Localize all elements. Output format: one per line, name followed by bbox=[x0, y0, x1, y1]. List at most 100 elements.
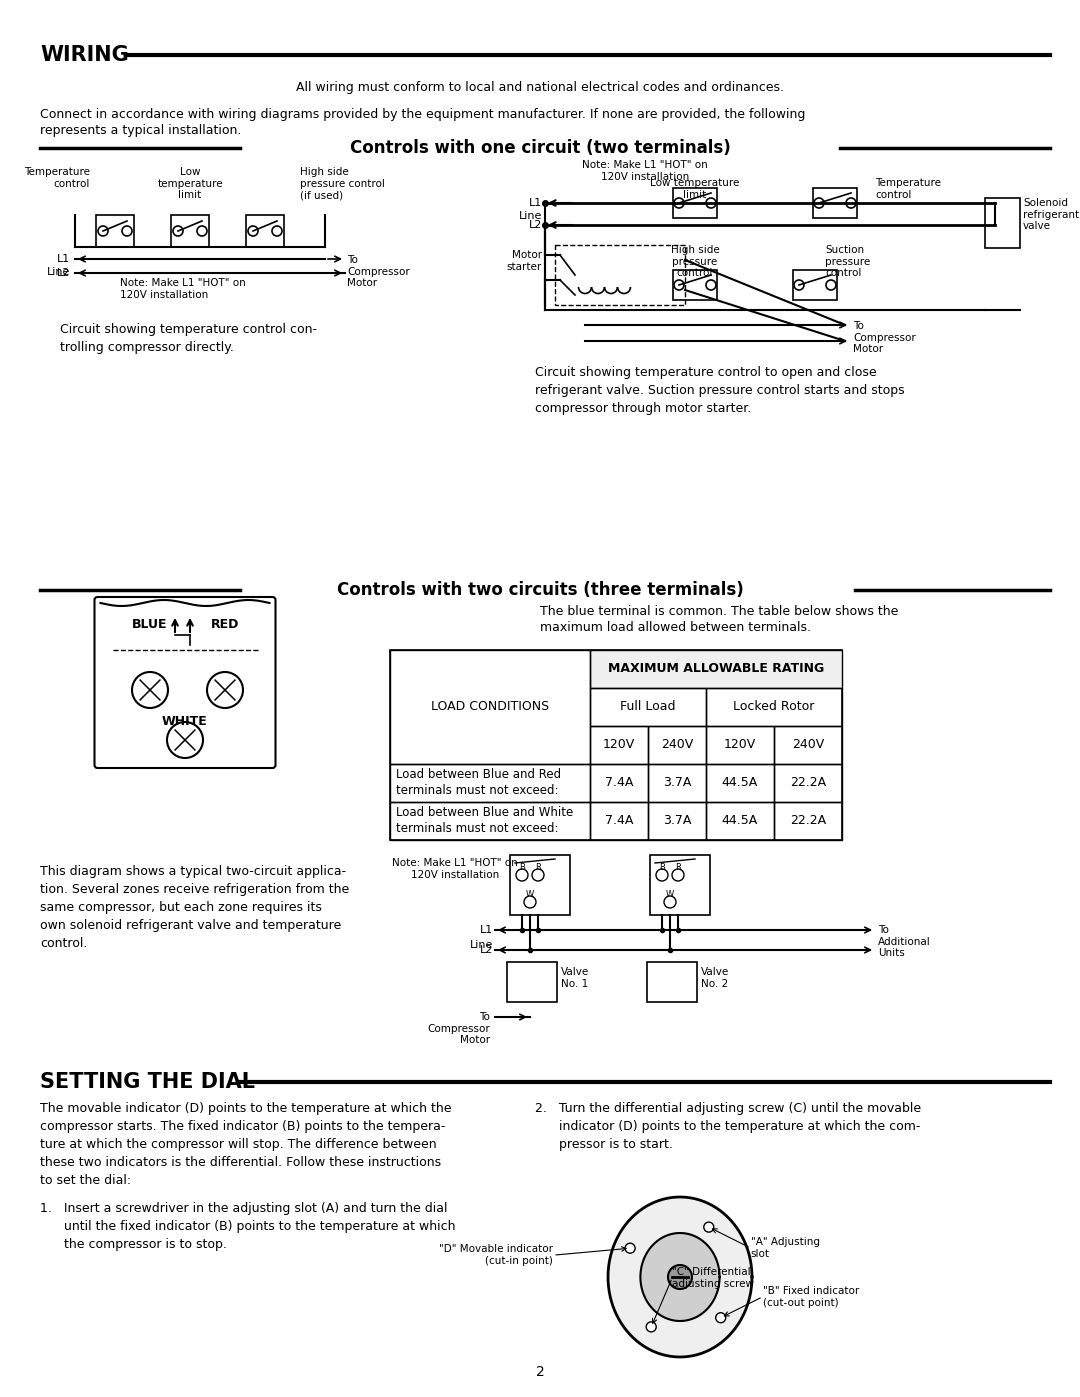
Bar bbox=[507, 963, 557, 1002]
Text: WHITE: WHITE bbox=[162, 715, 207, 728]
Text: 3.7A: 3.7A bbox=[663, 814, 691, 827]
Polygon shape bbox=[640, 1234, 719, 1322]
Text: L2: L2 bbox=[56, 268, 70, 278]
Text: L1: L1 bbox=[480, 925, 492, 935]
Text: 120V: 120V bbox=[603, 739, 635, 752]
Text: B: B bbox=[519, 863, 525, 872]
Text: 240V: 240V bbox=[661, 739, 693, 752]
Text: L1: L1 bbox=[57, 254, 70, 264]
Text: Line: Line bbox=[46, 267, 70, 277]
Text: Line: Line bbox=[470, 940, 492, 950]
Text: The movable indicator (D) points to the temperature at which the
compressor star: The movable indicator (D) points to the … bbox=[40, 1102, 451, 1187]
Text: Load between Blue and White
terminals must not exceed:: Load between Blue and White terminals mu… bbox=[396, 806, 573, 835]
Bar bbox=[590, 650, 842, 687]
Text: Note: Make L1 "HOT" on
120V installation: Note: Make L1 "HOT" on 120V installation bbox=[392, 858, 518, 880]
Text: High side
pressure control
(if used): High side pressure control (if used) bbox=[300, 168, 384, 200]
Text: Controls with two circuits (three terminals): Controls with two circuits (three termin… bbox=[337, 581, 743, 599]
Text: 22.2A: 22.2A bbox=[789, 777, 826, 789]
Text: Note: Make L1 "HOT" on
120V installation: Note: Make L1 "HOT" on 120V installation bbox=[120, 278, 246, 299]
Text: To
Additional
Units: To Additional Units bbox=[878, 925, 931, 958]
Bar bbox=[648, 802, 706, 840]
Text: Temperature
control: Temperature control bbox=[875, 177, 941, 200]
Text: 3.7A: 3.7A bbox=[663, 777, 691, 789]
Text: 240V: 240V bbox=[792, 739, 824, 752]
Text: R: R bbox=[675, 863, 680, 872]
Bar bbox=[648, 726, 706, 764]
Text: To
Compressor
Motor: To Compressor Motor bbox=[428, 1011, 490, 1045]
Bar bbox=[985, 198, 1020, 249]
Text: Valve
No. 1: Valve No. 1 bbox=[561, 967, 590, 989]
Text: "C" Differential
adjusting screw: "C" Differential adjusting screw bbox=[672, 1267, 754, 1288]
Bar bbox=[673, 270, 717, 300]
Text: 44.5A: 44.5A bbox=[721, 777, 758, 789]
Text: Temperature
control: Temperature control bbox=[24, 168, 90, 189]
Bar bbox=[390, 650, 842, 840]
Bar bbox=[510, 855, 570, 915]
Bar bbox=[246, 215, 284, 247]
Bar bbox=[647, 963, 697, 1002]
Text: Connect in accordance with wiring diagrams provided by the equipment manufacture: Connect in accordance with wiring diagra… bbox=[40, 108, 806, 122]
Text: "B" Fixed indicator
(cut-out point): "B" Fixed indicator (cut-out point) bbox=[762, 1285, 859, 1308]
Text: L2: L2 bbox=[480, 944, 492, 956]
Text: W: W bbox=[666, 890, 674, 900]
Polygon shape bbox=[608, 1197, 752, 1356]
Bar bbox=[706, 802, 774, 840]
Text: Suction
pressure
control: Suction pressure control bbox=[825, 244, 870, 278]
Text: Note: Make L1 "HOT" on
120V installation: Note: Make L1 "HOT" on 120V installation bbox=[582, 161, 707, 182]
Text: SETTING THE DIAL: SETTING THE DIAL bbox=[40, 1071, 255, 1092]
Text: Circuit showing temperature control to open and close
refrigerant valve. Suction: Circuit showing temperature control to o… bbox=[535, 366, 905, 415]
Bar bbox=[774, 764, 842, 802]
Bar bbox=[390, 802, 590, 840]
Bar bbox=[390, 650, 590, 764]
Text: 7.4A: 7.4A bbox=[605, 814, 633, 827]
Bar bbox=[648, 764, 706, 802]
Bar bbox=[96, 215, 134, 247]
Text: Line: Line bbox=[518, 211, 542, 221]
Text: BLUE: BLUE bbox=[132, 619, 167, 631]
Bar bbox=[390, 764, 590, 802]
Text: 120V: 120V bbox=[724, 739, 756, 752]
Text: Low temperature
limit: Low temperature limit bbox=[650, 177, 740, 200]
Bar bbox=[813, 189, 858, 218]
Text: RED: RED bbox=[211, 619, 239, 631]
Text: All wiring must conform to local and national electrical codes and ordinances.: All wiring must conform to local and nat… bbox=[296, 81, 784, 95]
Bar bbox=[774, 726, 842, 764]
Text: The blue terminal is common. The table below shows the: The blue terminal is common. The table b… bbox=[540, 605, 899, 617]
Text: maximum load allowed between terminals.: maximum load allowed between terminals. bbox=[540, 622, 811, 634]
Text: To
Compressor
Motor: To Compressor Motor bbox=[347, 256, 409, 288]
Circle shape bbox=[704, 1222, 714, 1232]
Circle shape bbox=[716, 1313, 726, 1323]
Text: R: R bbox=[535, 863, 541, 872]
Bar bbox=[171, 215, 210, 247]
Circle shape bbox=[646, 1322, 657, 1331]
Bar bbox=[590, 764, 648, 802]
Text: represents a typical installation.: represents a typical installation. bbox=[40, 124, 241, 137]
Text: B: B bbox=[659, 863, 665, 872]
Bar bbox=[706, 687, 842, 726]
Text: 2: 2 bbox=[536, 1365, 544, 1379]
Text: Locked Rotor: Locked Rotor bbox=[733, 700, 814, 714]
Text: L1: L1 bbox=[529, 198, 542, 208]
Bar bbox=[793, 270, 837, 300]
Text: 2.   Turn the differential adjusting screw (C) until the movable
      indicator: 2. Turn the differential adjusting screw… bbox=[535, 1102, 921, 1151]
Text: This diagram shows a typical two-circuit applica-
tion. Several zones receive re: This diagram shows a typical two-circuit… bbox=[40, 865, 349, 950]
Text: 22.2A: 22.2A bbox=[789, 814, 826, 827]
Text: "D" Movable indicator
(cut-in point): "D" Movable indicator (cut-in point) bbox=[440, 1245, 553, 1266]
Text: Low
temperature
limit: Low temperature limit bbox=[158, 168, 222, 200]
Text: Solenoid
refrigerant
valve: Solenoid refrigerant valve bbox=[1023, 198, 1079, 231]
Text: Full Load: Full Load bbox=[620, 700, 676, 714]
Text: Load between Blue and Red
terminals must not exceed:: Load between Blue and Red terminals must… bbox=[396, 768, 562, 798]
Text: High side
pressure
control: High side pressure control bbox=[671, 244, 719, 278]
Text: 7.4A: 7.4A bbox=[605, 777, 633, 789]
Text: 44.5A: 44.5A bbox=[721, 814, 758, 827]
Bar bbox=[650, 855, 710, 915]
Text: To
Compressor
Motor: To Compressor Motor bbox=[853, 321, 916, 355]
Bar bbox=[590, 687, 706, 726]
Text: 1.   Insert a screwdriver in the adjusting slot (A) and turn the dial
      unti: 1. Insert a screwdriver in the adjusting… bbox=[40, 1201, 456, 1250]
Text: L2: L2 bbox=[528, 219, 542, 231]
Bar bbox=[706, 764, 774, 802]
Circle shape bbox=[625, 1243, 635, 1253]
Text: LOAD CONDITIONS: LOAD CONDITIONS bbox=[431, 700, 549, 714]
Text: "A" Adjusting
slot: "A" Adjusting slot bbox=[751, 1238, 820, 1259]
Text: Controls with one circuit (two terminals): Controls with one circuit (two terminals… bbox=[350, 138, 730, 156]
